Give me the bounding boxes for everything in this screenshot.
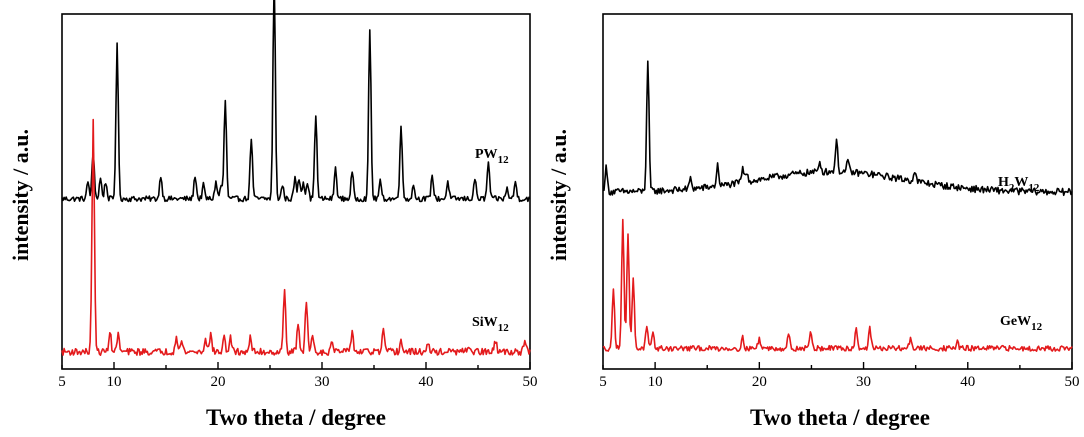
right-y-axis-label: intensity / a.u. <box>546 129 571 261</box>
left-x-ticks: 5 10 20 30 40 50 <box>58 362 538 390</box>
left-series-group <box>61 0 531 357</box>
x-tick-label: 30 <box>315 374 330 390</box>
x-tick-label: 50 <box>1065 374 1080 390</box>
series-line-h2w12 <box>602 60 1073 197</box>
left-x-axis-label: Two theta / degree <box>206 405 386 430</box>
x-tick-label: 5 <box>599 374 607 390</box>
series-line-pw12 <box>61 0 531 203</box>
siw12-label: SiW12 <box>472 315 509 334</box>
series-line-gew12 <box>602 218 1073 352</box>
x-tick-label: 40 <box>419 374 434 390</box>
pw12-label: PW12 <box>475 147 509 166</box>
h2w12-label: H2W12 <box>998 175 1040 194</box>
right-x-ticks: 5 10 20 30 40 50 <box>599 362 1080 390</box>
left-plot-frame <box>61 13 531 370</box>
right-series-group <box>602 60 1073 352</box>
x-tick-label: 5 <box>58 374 66 390</box>
x-tick-label: 20 <box>211 374 226 390</box>
x-tick-label: 50 <box>523 374 538 390</box>
x-tick-label: 10 <box>107 374 122 390</box>
series-line-siw12 <box>61 118 531 357</box>
gew12-label: GeW12 <box>1000 314 1043 333</box>
left-y-axis-label: intensity / a.u. <box>8 129 33 261</box>
right-x-axis-label: Two theta / degree <box>750 405 930 430</box>
x-tick-label: 30 <box>856 374 871 390</box>
x-tick-label: 40 <box>960 374 975 390</box>
x-tick-label: 20 <box>752 374 767 390</box>
x-tick-label: 10 <box>648 374 663 390</box>
right-panel: 5 10 20 30 40 50 H2W12 GeW12 Two theta / degr… <box>546 13 1080 430</box>
left-panel: 5 10 20 30 40 50 PW12 SiW12 Two theta / degre… <box>8 0 538 430</box>
